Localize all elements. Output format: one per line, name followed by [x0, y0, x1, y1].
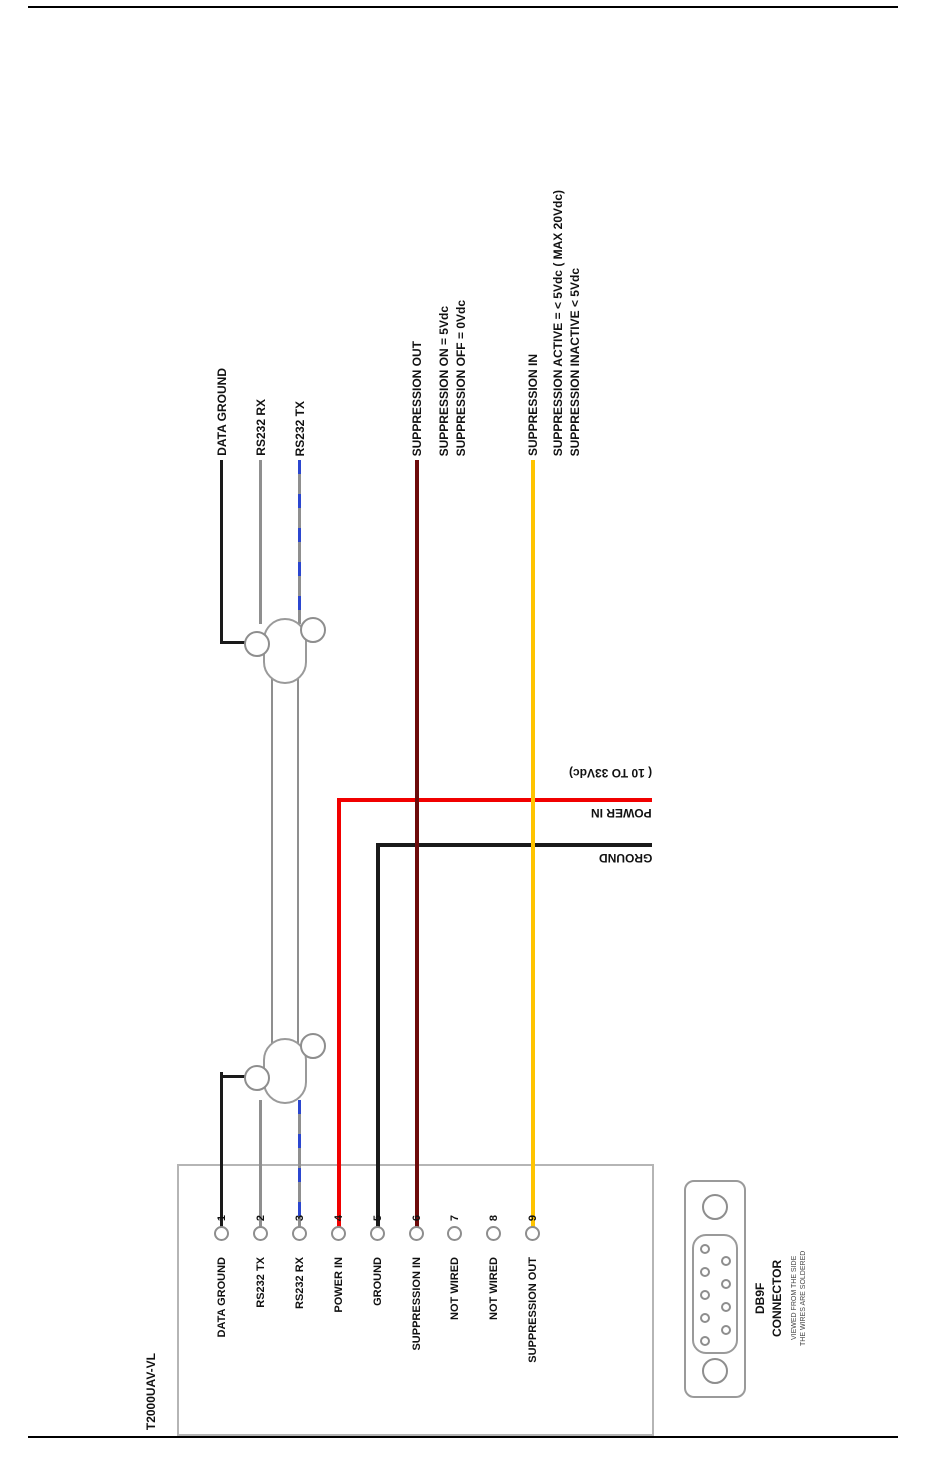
- pin-circle: [253, 1226, 268, 1241]
- label-suppression-off: SUPPRESSION OFF = 0Vdc: [454, 299, 468, 456]
- pin-label: DATA GROUND: [216, 1257, 228, 1338]
- pin-number: 4: [333, 1214, 345, 1221]
- wire-power-in-h: [337, 798, 652, 802]
- cable-outline-left: [271, 670, 273, 1046]
- device-label: T2000UAV-VL: [144, 1352, 158, 1430]
- pin-label: POWER IN: [333, 1257, 345, 1313]
- pin-number: 5: [372, 1214, 384, 1221]
- pin-number: 7: [449, 1214, 461, 1221]
- label-suppression-on: SUPPRESSION ON = 5Vdc: [437, 305, 451, 456]
- db9f-pin: [700, 1244, 710, 1254]
- pin-number: 3: [294, 1214, 306, 1221]
- pin-number: 6: [411, 1214, 423, 1221]
- db9f-pin: [721, 1302, 731, 1312]
- pin-circle: [409, 1226, 424, 1241]
- wire-ground-h: [376, 843, 652, 847]
- wire-data-ground-top-v: [220, 460, 223, 644]
- sheath-top-grommet-right: [300, 617, 326, 643]
- db9f-pin: [700, 1313, 710, 1323]
- label-connector: CONNECTOR: [770, 1259, 784, 1337]
- sheath-top-grommet-left: [244, 631, 270, 657]
- db9f-pin: [700, 1267, 710, 1277]
- db9f-note-line1: VIEWED FROM THE SIDE: [791, 1255, 798, 1341]
- pin-circle: [214, 1226, 229, 1241]
- sheath-bottom-grommet-left: [244, 1065, 270, 1091]
- db9f-pin: [721, 1325, 731, 1335]
- wire-suppression-out: [415, 460, 419, 1228]
- db9f-pin: [721, 1256, 731, 1266]
- pin-label: GROUND: [372, 1257, 384, 1306]
- db9f-pin: [700, 1290, 710, 1300]
- pin-number: 2: [255, 1214, 267, 1221]
- pin-circle: [525, 1226, 540, 1241]
- wire-data-ground-bottom-h: [220, 1075, 252, 1078]
- wire-rs232-rx-top: [259, 460, 262, 624]
- pin-label: RS232 RX: [294, 1257, 306, 1309]
- label-suppression-active: SUPPRESSION ACTIVE = < 5Vdc ( MAX 20Vdc): [551, 189, 565, 456]
- pin-label: SUPPRESSION OUT: [527, 1257, 539, 1363]
- bottom-rule: [28, 1436, 898, 1438]
- pin-label: RS232 TX: [255, 1257, 267, 1308]
- cable-outline-right: [297, 670, 299, 1046]
- pin-circle: [331, 1226, 346, 1241]
- cable-sheath-bottom: [263, 1038, 307, 1104]
- pin-number: 1: [216, 1214, 228, 1221]
- pin-label: NOT WIRED: [488, 1257, 500, 1320]
- wire-rs232-tx-bottom: [259, 1100, 262, 1228]
- sheath-bottom-grommet-right: [300, 1033, 326, 1059]
- label-db9f: DB9F: [753, 1282, 767, 1314]
- db9f-mounting-hole-top: [702, 1194, 728, 1220]
- wire-rs232-rx-bottom-dashes: [298, 1100, 301, 1228]
- pin-circle: [370, 1226, 385, 1241]
- db9f-insert: [692, 1234, 738, 1354]
- pin-label: SUPPRESSION IN: [411, 1257, 423, 1351]
- pin-number: 8: [488, 1214, 500, 1221]
- wire-rs232-tx-top-dashes: [298, 460, 301, 624]
- pin-circle: [292, 1226, 307, 1241]
- db9f-mounting-hole-bottom: [702, 1358, 728, 1384]
- wire-data-ground-top-h: [220, 641, 252, 644]
- label-power-in: POWER IN: [591, 806, 652, 820]
- label-suppression-inactive: SUPPRESSION INACTIVE < 5Vdc: [568, 267, 582, 456]
- db9f-note-line2: THE WIRES ARE SOLDERED: [800, 1250, 807, 1346]
- pin-label: NOT WIRED: [449, 1257, 461, 1320]
- wire-ground-v: [376, 843, 380, 1228]
- pin-circle: [486, 1226, 501, 1241]
- db9f-pin: [700, 1336, 710, 1346]
- wire-power-in-v: [337, 798, 341, 1228]
- label-rs232-tx-top: RS232 TX: [293, 400, 307, 456]
- wire-suppression-in: [531, 460, 535, 1228]
- label-rs232-rx-top: RS232 RX: [254, 399, 268, 456]
- label-ground: GROUND: [598, 851, 652, 865]
- label-power-in-range: ( 10 TO 33Vdc): [568, 766, 652, 780]
- label-data-ground-top: DATA GROUND: [215, 368, 229, 456]
- wire-data-ground-bottom-v: [220, 1072, 223, 1228]
- top-rule: [28, 6, 898, 8]
- db9f-pin: [721, 1279, 731, 1289]
- label-suppression-out-top: SUPPRESSION OUT: [410, 340, 424, 456]
- pin-circle: [447, 1226, 462, 1241]
- pin-number: 9: [527, 1214, 539, 1221]
- label-suppression-in-top: SUPPRESSION IN: [526, 353, 540, 456]
